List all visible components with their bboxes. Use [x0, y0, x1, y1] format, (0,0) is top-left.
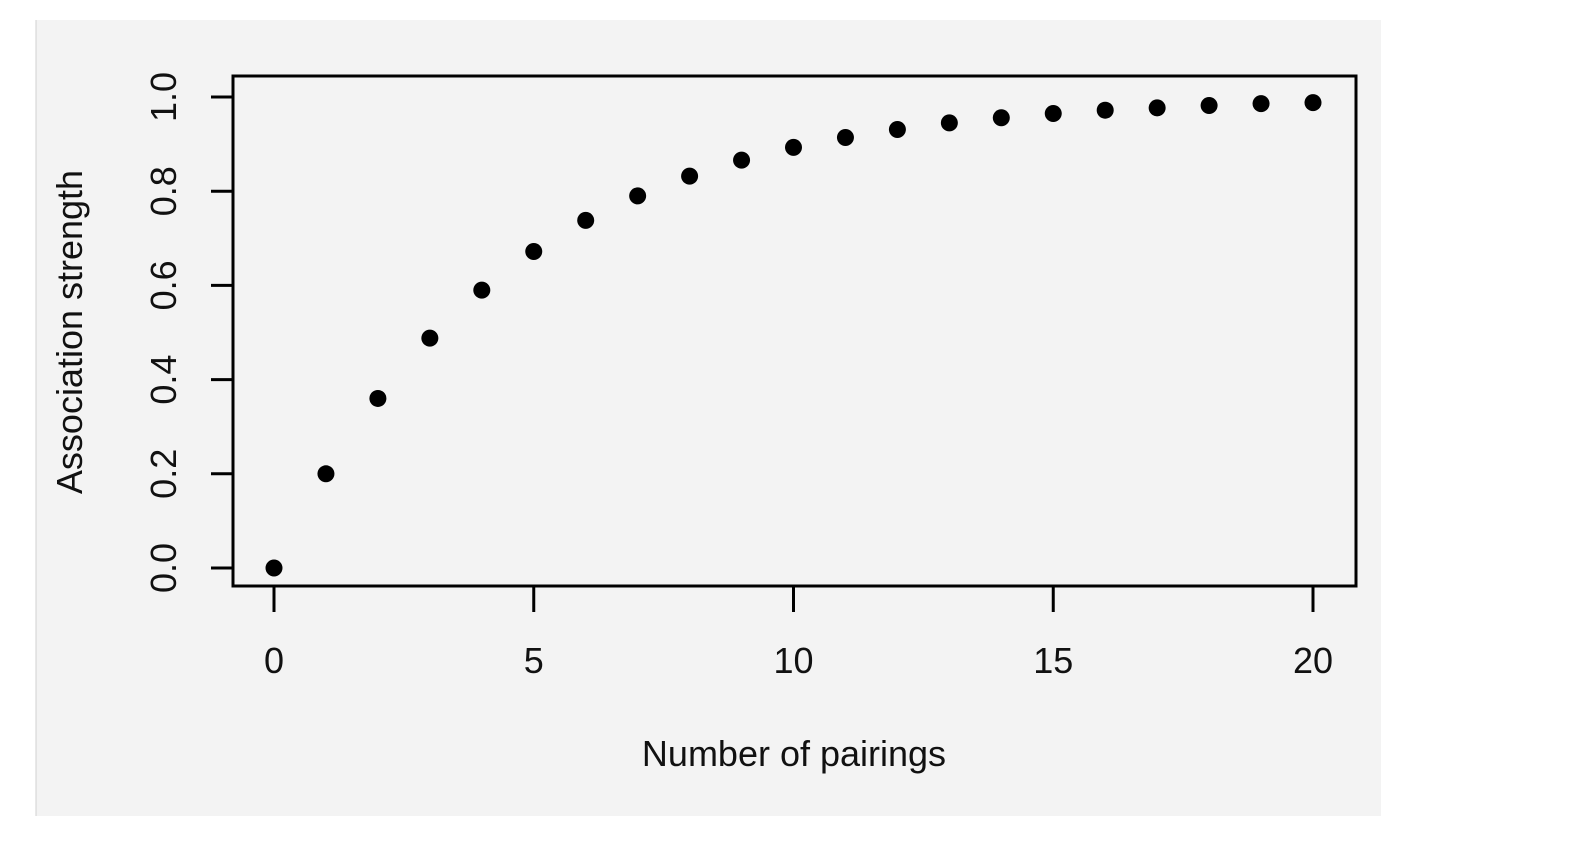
y-tick-label: 0.4: [143, 355, 184, 405]
data-point: [629, 187, 647, 205]
x-tick-label: 20: [1293, 640, 1333, 681]
data-point: [317, 465, 335, 483]
data-point: [1148, 99, 1166, 117]
y-tick-label: 0.6: [143, 260, 184, 310]
data-point: [1304, 94, 1322, 112]
data-point: [733, 151, 751, 169]
y-axis: 0.0 0.2 0.4 0.6 0.8 1.0: [143, 72, 235, 593]
figure-panel: [36, 20, 1381, 816]
data-point: [577, 211, 595, 229]
y-tick-label: 0.2: [143, 449, 184, 499]
data-point: [681, 167, 699, 185]
data-point: [473, 281, 491, 299]
y-tick-label: 0.8: [143, 166, 184, 216]
x-axis-label: Number of pairings: [642, 733, 946, 774]
data-point: [421, 329, 439, 347]
data-point: [1096, 101, 1114, 119]
data-point: [785, 138, 802, 156]
x-axis: 0 5 10 15 20: [264, 584, 1333, 681]
x-tick-label: 15: [1033, 640, 1073, 681]
x-tick-label: 0: [264, 640, 284, 681]
data-point: [525, 242, 543, 260]
data-point: [888, 120, 906, 138]
data-point: [369, 389, 387, 407]
data-point: [1252, 95, 1270, 113]
data-point: [265, 559, 283, 577]
y-axis-label: Association strength: [49, 170, 90, 494]
data-point: [1200, 96, 1218, 114]
y-tick-label: 0.0: [143, 543, 184, 593]
x-tick-label: 5: [524, 640, 544, 681]
data-point: [1044, 104, 1062, 122]
data-point: [940, 114, 958, 132]
x-tick-label: 10: [773, 640, 813, 681]
data-point: [836, 129, 854, 147]
data-point: [992, 109, 1010, 127]
scatter-points: [265, 94, 1322, 577]
y-tick-label: 1.0: [143, 72, 184, 122]
